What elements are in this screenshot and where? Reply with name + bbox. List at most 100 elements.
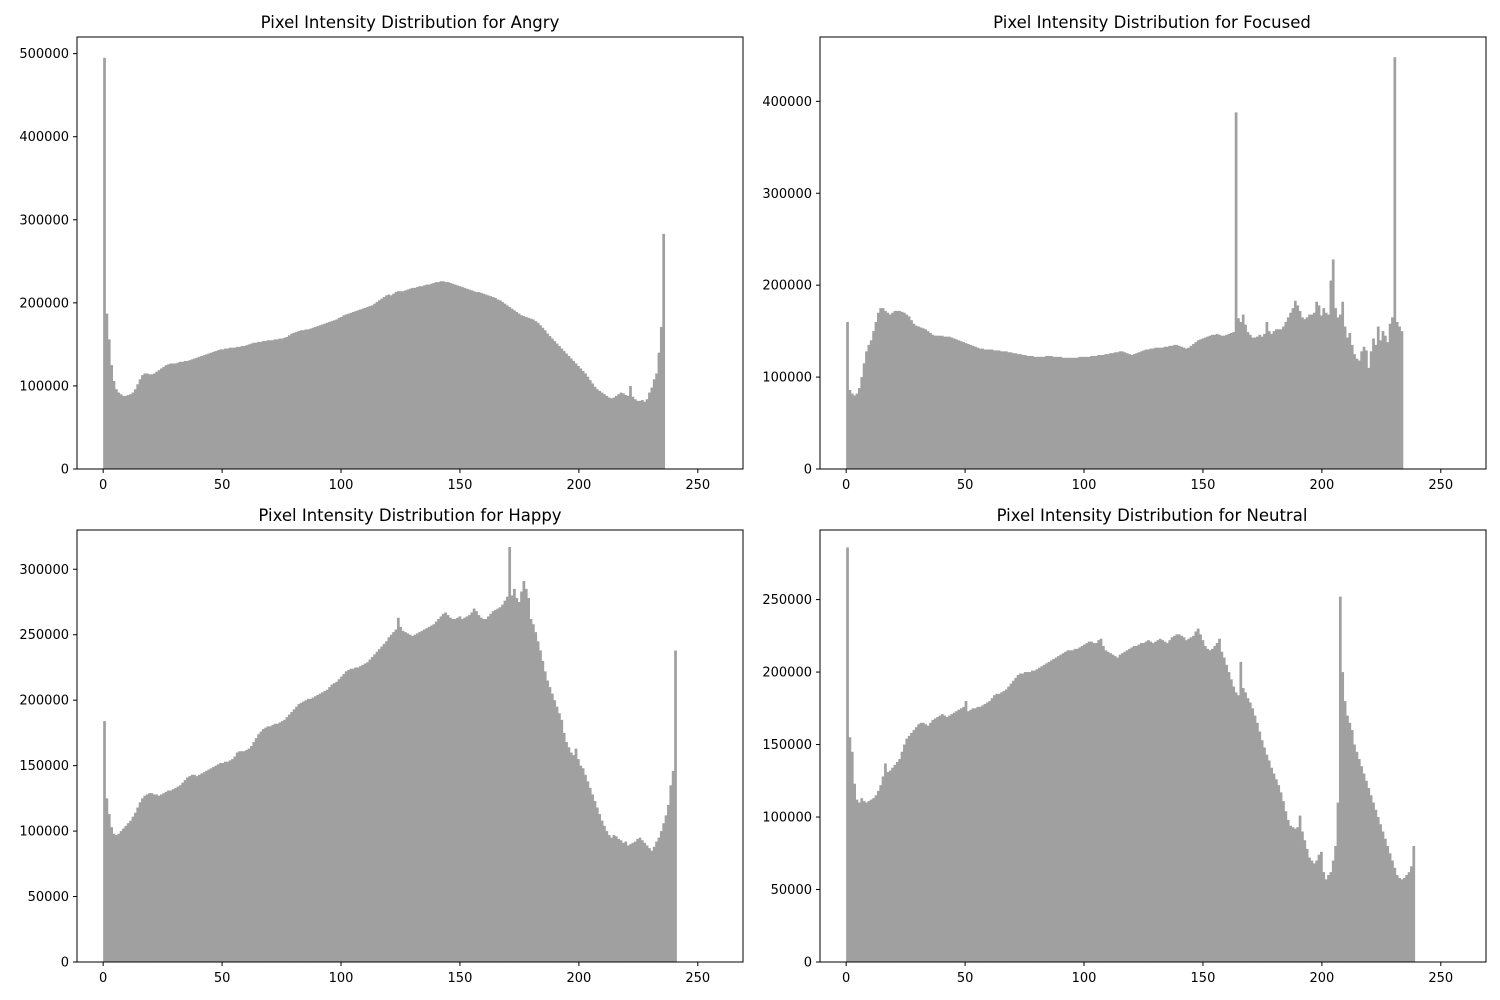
histogram-bar (290, 333, 294, 469)
histogram-bar (1331, 259, 1335, 469)
histogram-bar (1009, 683, 1013, 962)
histogram-bar (640, 400, 644, 469)
subplot-angry: Pixel Intensity Distribution for Angry 0… (19, 13, 744, 493)
histogram-bar (1052, 356, 1056, 469)
histogram-bar (247, 748, 251, 962)
histogram-bar (924, 329, 928, 469)
histogram-bar (119, 831, 123, 962)
histogram-bar (1187, 638, 1191, 962)
histogram-bar (1102, 645, 1105, 962)
histogram-bar (910, 732, 913, 962)
histogram-bar (1312, 863, 1316, 962)
histogram-bar (1244, 324, 1247, 469)
histogram-bar (1398, 326, 1401, 469)
histogram-bar (940, 335, 944, 469)
subplot-title: Pixel Intensity Distribution for Happy (258, 506, 561, 525)
histogram-bar (952, 712, 956, 962)
histogram-bar (517, 313, 521, 469)
histogram-bar (1298, 310, 1302, 469)
histogram-bar (867, 344, 871, 469)
histogram-bar (605, 831, 609, 962)
histogram-bar (924, 724, 928, 962)
bars (103, 57, 666, 470)
histogram-bar (382, 297, 386, 469)
x-tick-label: 150 (448, 478, 473, 493)
histogram-bar (1353, 354, 1356, 469)
histogram-bar (645, 845, 649, 962)
histogram-bar (629, 844, 632, 962)
histogram-bar (671, 770, 675, 962)
histogram-bar (865, 351, 868, 469)
histogram-bar (477, 292, 481, 469)
histogram-bar (252, 342, 256, 469)
histogram-bar (614, 836, 618, 962)
histogram-bar (1087, 641, 1091, 962)
histogram-bar (378, 649, 381, 962)
histogram-bar (1312, 312, 1316, 469)
histogram-bar (425, 628, 429, 962)
histogram-bar (1073, 357, 1077, 469)
histogram-bar (581, 768, 585, 962)
histogram-bar (1329, 280, 1333, 469)
histogram-bar (919, 722, 923, 962)
histogram-bar (931, 334, 935, 469)
histogram-bar (515, 598, 519, 962)
histogram-bar (207, 353, 211, 469)
x-tick-label: 100 (329, 971, 354, 986)
histogram-bar (1215, 643, 1219, 962)
histogram-bar (1163, 641, 1167, 962)
histogram-bar (1057, 656, 1060, 962)
histogram-bar (247, 344, 251, 469)
histogram-bar (929, 722, 932, 962)
histogram-bar (1218, 334, 1221, 469)
histogram-bar (522, 581, 526, 962)
y-axis: 0 100000 200000 300000 400000 500000 (19, 47, 77, 478)
histogram-bar (212, 351, 215, 469)
histogram-bar (858, 388, 861, 469)
histogram-bar (1192, 344, 1195, 469)
histogram-bar (926, 725, 930, 962)
x-tick-label: 200 (1309, 478, 1334, 493)
histogram-bar (205, 354, 208, 469)
histogram-bar (905, 314, 909, 469)
histogram-bar (1199, 339, 1202, 469)
histogram-bar (126, 395, 130, 469)
histogram-bar (1128, 354, 1131, 469)
histogram-bar (446, 615, 450, 962)
histogram-bar (1400, 331, 1404, 469)
histogram-bar (895, 761, 899, 962)
histogram-bar (669, 785, 673, 962)
histogram-bar (1270, 767, 1273, 962)
histogram-bar (129, 820, 132, 962)
histogram-bar (865, 802, 868, 962)
histogram-bar (475, 611, 478, 962)
histogram-bar (363, 663, 367, 962)
histogram-bar (224, 761, 227, 962)
histogram-bar (439, 616, 443, 962)
histogram-bar (881, 776, 885, 962)
histogram-bar (141, 798, 144, 962)
histogram-bar (479, 617, 483, 962)
histogram-bar (188, 360, 192, 469)
histogram-bar (160, 794, 163, 962)
histogram-bar (318, 325, 322, 469)
histogram-bar (1246, 332, 1250, 469)
histogram-bar (1206, 336, 1210, 469)
x-tick-label: 50 (957, 478, 974, 493)
x-tick-label: 50 (214, 971, 231, 986)
histogram-bar (1282, 326, 1285, 469)
histogram-bar (860, 377, 864, 469)
histogram-bar (1173, 635, 1176, 962)
histogram-bar (1241, 314, 1245, 469)
histogram-bar (136, 384, 140, 469)
histogram-bar (425, 284, 429, 469)
histogram-bar (133, 389, 137, 469)
histogram-bar (1348, 332, 1352, 469)
x-tick-label: 0 (842, 478, 850, 493)
histogram-bar (174, 363, 177, 469)
histogram-bar (344, 314, 348, 469)
histogram-bar (579, 368, 583, 469)
histogram-bar (1038, 667, 1041, 962)
histogram-bar (1367, 788, 1371, 962)
histogram-bar (1028, 355, 1032, 469)
